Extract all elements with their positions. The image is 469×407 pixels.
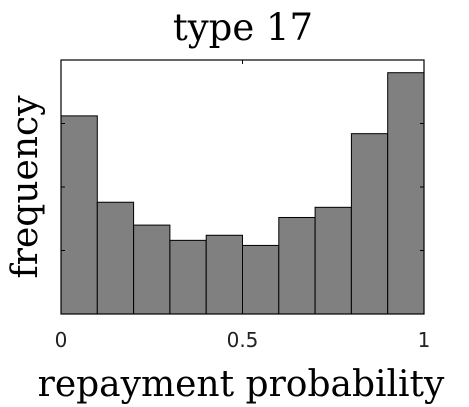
y-axis-label: frequency (5, 95, 46, 279)
histogram-bar (96, 201, 135, 315)
histogram-bars (60, 72, 425, 315)
histogram-bar (169, 239, 207, 315)
histogram-bar (133, 224, 171, 315)
histogram-bar (60, 115, 98, 315)
histogram-bar (314, 206, 352, 315)
x-tick-label: 1 (418, 328, 431, 352)
x-tick-labels: 0 0.5 1 (55, 328, 431, 352)
histogram-bar (205, 234, 243, 315)
histogram-bar (387, 72, 425, 315)
axis-ticks (60, 60, 425, 314)
x-tick-label: 0 (55, 328, 68, 352)
histogram-bar (242, 244, 280, 315)
histogram-bar (350, 133, 389, 315)
x-axis-label: repayment probability (38, 364, 445, 405)
histogram-bar (278, 216, 316, 315)
x-tick-label: 0.5 (227, 328, 259, 352)
chart-title: type 17 (173, 6, 313, 49)
